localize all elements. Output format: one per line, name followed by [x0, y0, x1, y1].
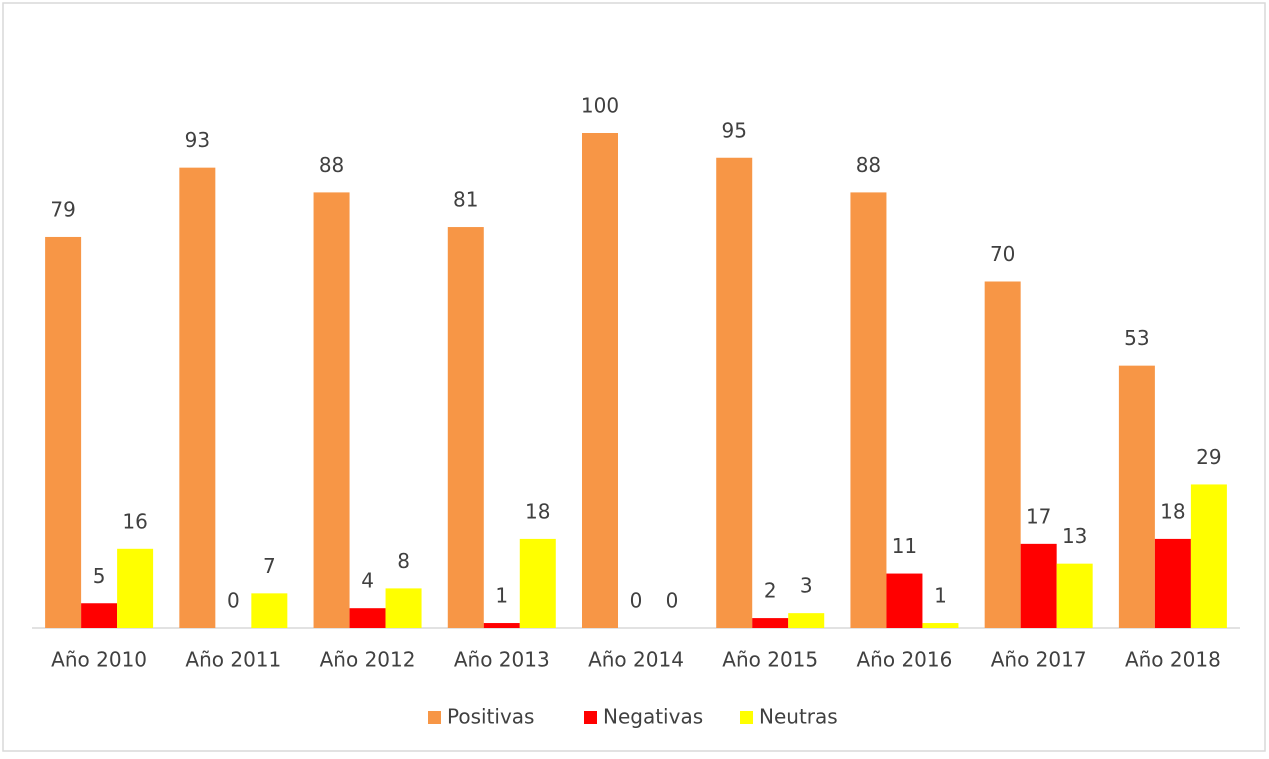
bar — [1020, 543, 1057, 628]
data-label: 18 — [525, 499, 550, 523]
data-label: 93 — [185, 128, 210, 152]
legend-swatch — [740, 711, 753, 724]
bar — [582, 133, 618, 628]
data-label: 16 — [122, 509, 147, 533]
data-label: 95 — [721, 118, 746, 142]
x-tick-label: Año 2018 — [1125, 648, 1221, 672]
bar — [1190, 484, 1227, 628]
bar — [45, 236, 82, 628]
bar — [1154, 538, 1191, 628]
data-label: 17 — [1026, 504, 1051, 528]
data-label: 29 — [1196, 445, 1221, 469]
bar — [1118, 365, 1155, 628]
data-label: 2 — [764, 579, 777, 603]
data-label: 13 — [1062, 524, 1087, 548]
data-label: 0 — [227, 589, 240, 613]
x-tick-label: Año 2010 — [51, 648, 147, 672]
x-tick-label: Año 2017 — [991, 648, 1087, 672]
data-label: 7 — [263, 554, 276, 578]
data-label: 1 — [495, 584, 508, 608]
data-label: 3 — [800, 574, 813, 598]
bar — [251, 593, 288, 628]
data-label: 70 — [990, 242, 1015, 266]
bar — [886, 573, 923, 628]
bar — [850, 192, 887, 628]
x-tick-label: Año 2014 — [588, 648, 684, 672]
data-label: 0 — [666, 589, 679, 613]
data-label: 100 — [581, 94, 619, 118]
bar — [447, 227, 484, 629]
bar — [313, 192, 350, 628]
legend-swatch — [584, 711, 597, 724]
data-label: 79 — [50, 197, 75, 221]
bar — [788, 613, 825, 628]
x-tick-label: Año 2016 — [857, 648, 953, 672]
bar — [385, 588, 422, 628]
bar — [716, 157, 753, 628]
bar — [752, 618, 789, 628]
x-tick-label: Año 2015 — [722, 648, 818, 672]
data-label: 53 — [1124, 326, 1149, 350]
data-label: 8 — [397, 549, 410, 573]
data-label: 88 — [856, 153, 881, 177]
bar — [519, 538, 556, 628]
x-tick-label: Año 2013 — [454, 648, 550, 672]
legend-swatch — [428, 711, 441, 724]
bar — [349, 608, 386, 628]
data-label: 81 — [453, 188, 478, 212]
legend-label: Negativas — [603, 705, 703, 729]
bar — [81, 603, 118, 628]
data-label: 18 — [1160, 499, 1185, 523]
data-label: 0 — [630, 589, 643, 613]
x-tick-label: Año 2012 — [320, 648, 416, 672]
data-label: 11 — [892, 534, 917, 558]
bar — [483, 623, 520, 628]
data-label: 4 — [361, 569, 374, 593]
bar — [1056, 563, 1093, 628]
legend-label: Positivas — [447, 705, 534, 729]
data-label: 1 — [934, 584, 947, 608]
bar — [117, 548, 154, 628]
bar — [179, 167, 216, 628]
legend-label: Neutras — [759, 705, 838, 729]
bar — [922, 623, 959, 628]
data-label: 88 — [319, 153, 344, 177]
data-label: 5 — [93, 564, 106, 588]
x-tick-label: Año 2011 — [185, 648, 281, 672]
bar — [984, 281, 1021, 628]
